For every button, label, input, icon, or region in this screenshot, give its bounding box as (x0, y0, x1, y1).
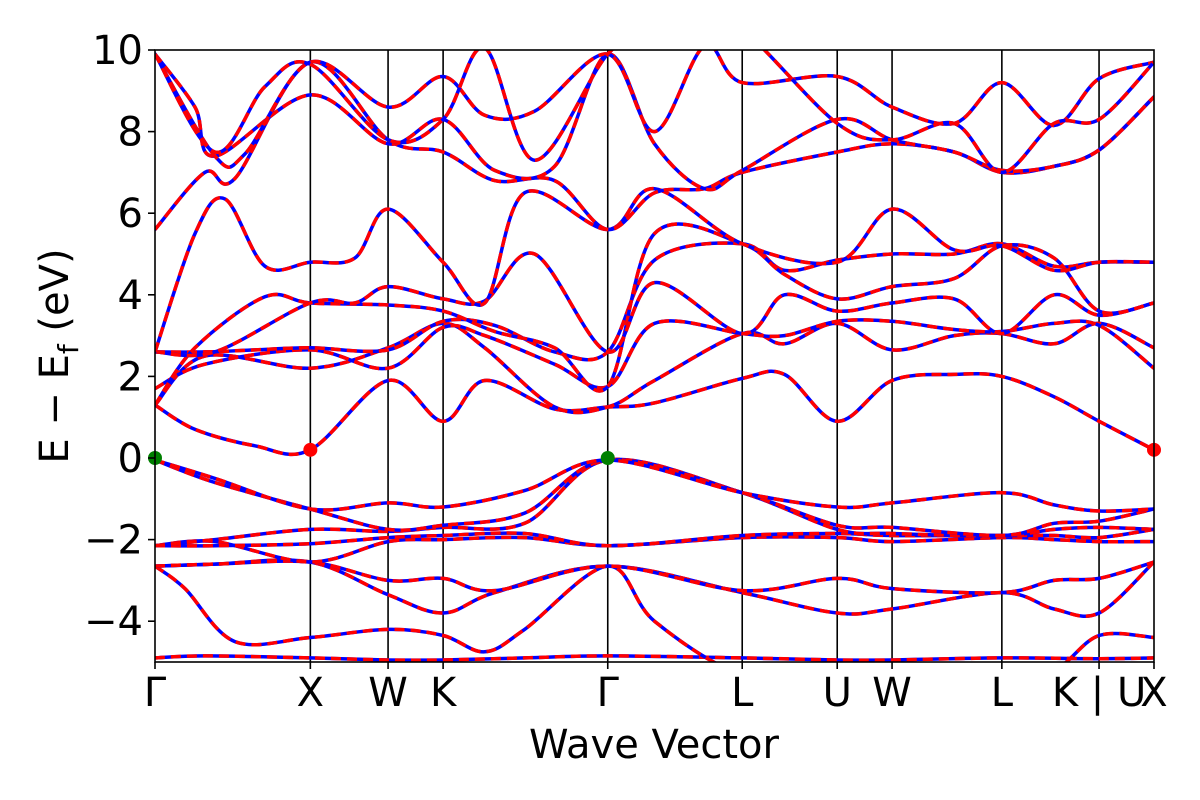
x-axis-label: Wave Vector (529, 722, 780, 768)
y-axis-label-sub: f (52, 343, 85, 354)
x-tick-label: W (872, 670, 912, 716)
y-axis-label-main: E − E (32, 354, 78, 464)
band-line (155, 251, 1154, 358)
plot-frame (154, 49, 1155, 663)
y-tick-label: 10 (92, 28, 143, 74)
y-tick-label: 0 (118, 436, 143, 482)
y-tick-label: 4 (118, 273, 143, 319)
band-line (155, 318, 1154, 391)
band-line-dashed (155, 559, 1154, 595)
band-line (155, 52, 1154, 192)
y-tick-label: −4 (84, 599, 143, 645)
kpoint-lines (309, 50, 1100, 662)
x-tick-label: K | U (1052, 670, 1146, 716)
band-line (155, 558, 1154, 618)
band-line-dashed (155, 186, 1154, 354)
y-axis-label-unit: (eV) (32, 248, 78, 344)
y-axis-label: E − Ef (eV) (32, 248, 85, 463)
band-line (155, 457, 1154, 538)
band-line (155, 527, 1154, 548)
band-line (155, 186, 1154, 353)
cbm-marker (303, 442, 318, 457)
y-tick-label: 6 (118, 191, 143, 237)
band-line (155, 50, 1154, 175)
vbm-marker (600, 451, 615, 465)
x-tick-label: Γ (144, 670, 167, 716)
band-line (155, 535, 1154, 564)
band-line (155, 369, 1154, 457)
x-tick-label: X (1140, 670, 1167, 716)
band-line-dashed (155, 321, 1154, 415)
band-line (155, 241, 1154, 362)
y-tick-label: 8 (118, 110, 143, 156)
x-tick-label: U (823, 670, 852, 716)
x-tick-label: W (368, 670, 408, 716)
band-line (155, 222, 1154, 407)
band-line-dashed (155, 558, 1154, 618)
y-tick-label: −2 (84, 518, 143, 564)
band-line-dashed (155, 369, 1154, 457)
x-tick-label: K (430, 670, 458, 716)
band-line (155, 559, 1154, 595)
x-tick-label: X (297, 670, 324, 716)
bands (155, 50, 1154, 662)
band-line-dashed (155, 457, 1154, 548)
band-line (155, 654, 1154, 662)
band-line (155, 457, 1154, 548)
band-line-dashed (155, 457, 1154, 538)
band-line-dashed (155, 535, 1154, 564)
x-tick-label: Γ (597, 670, 620, 716)
band-line (155, 458, 1154, 513)
x-tick-label: L (731, 670, 754, 716)
x-tick-label: L (991, 670, 1014, 716)
y-tick-label: 2 (118, 354, 143, 400)
y-axis-ticks: −4 −2 0 2 4 6 8 10 (84, 28, 155, 645)
